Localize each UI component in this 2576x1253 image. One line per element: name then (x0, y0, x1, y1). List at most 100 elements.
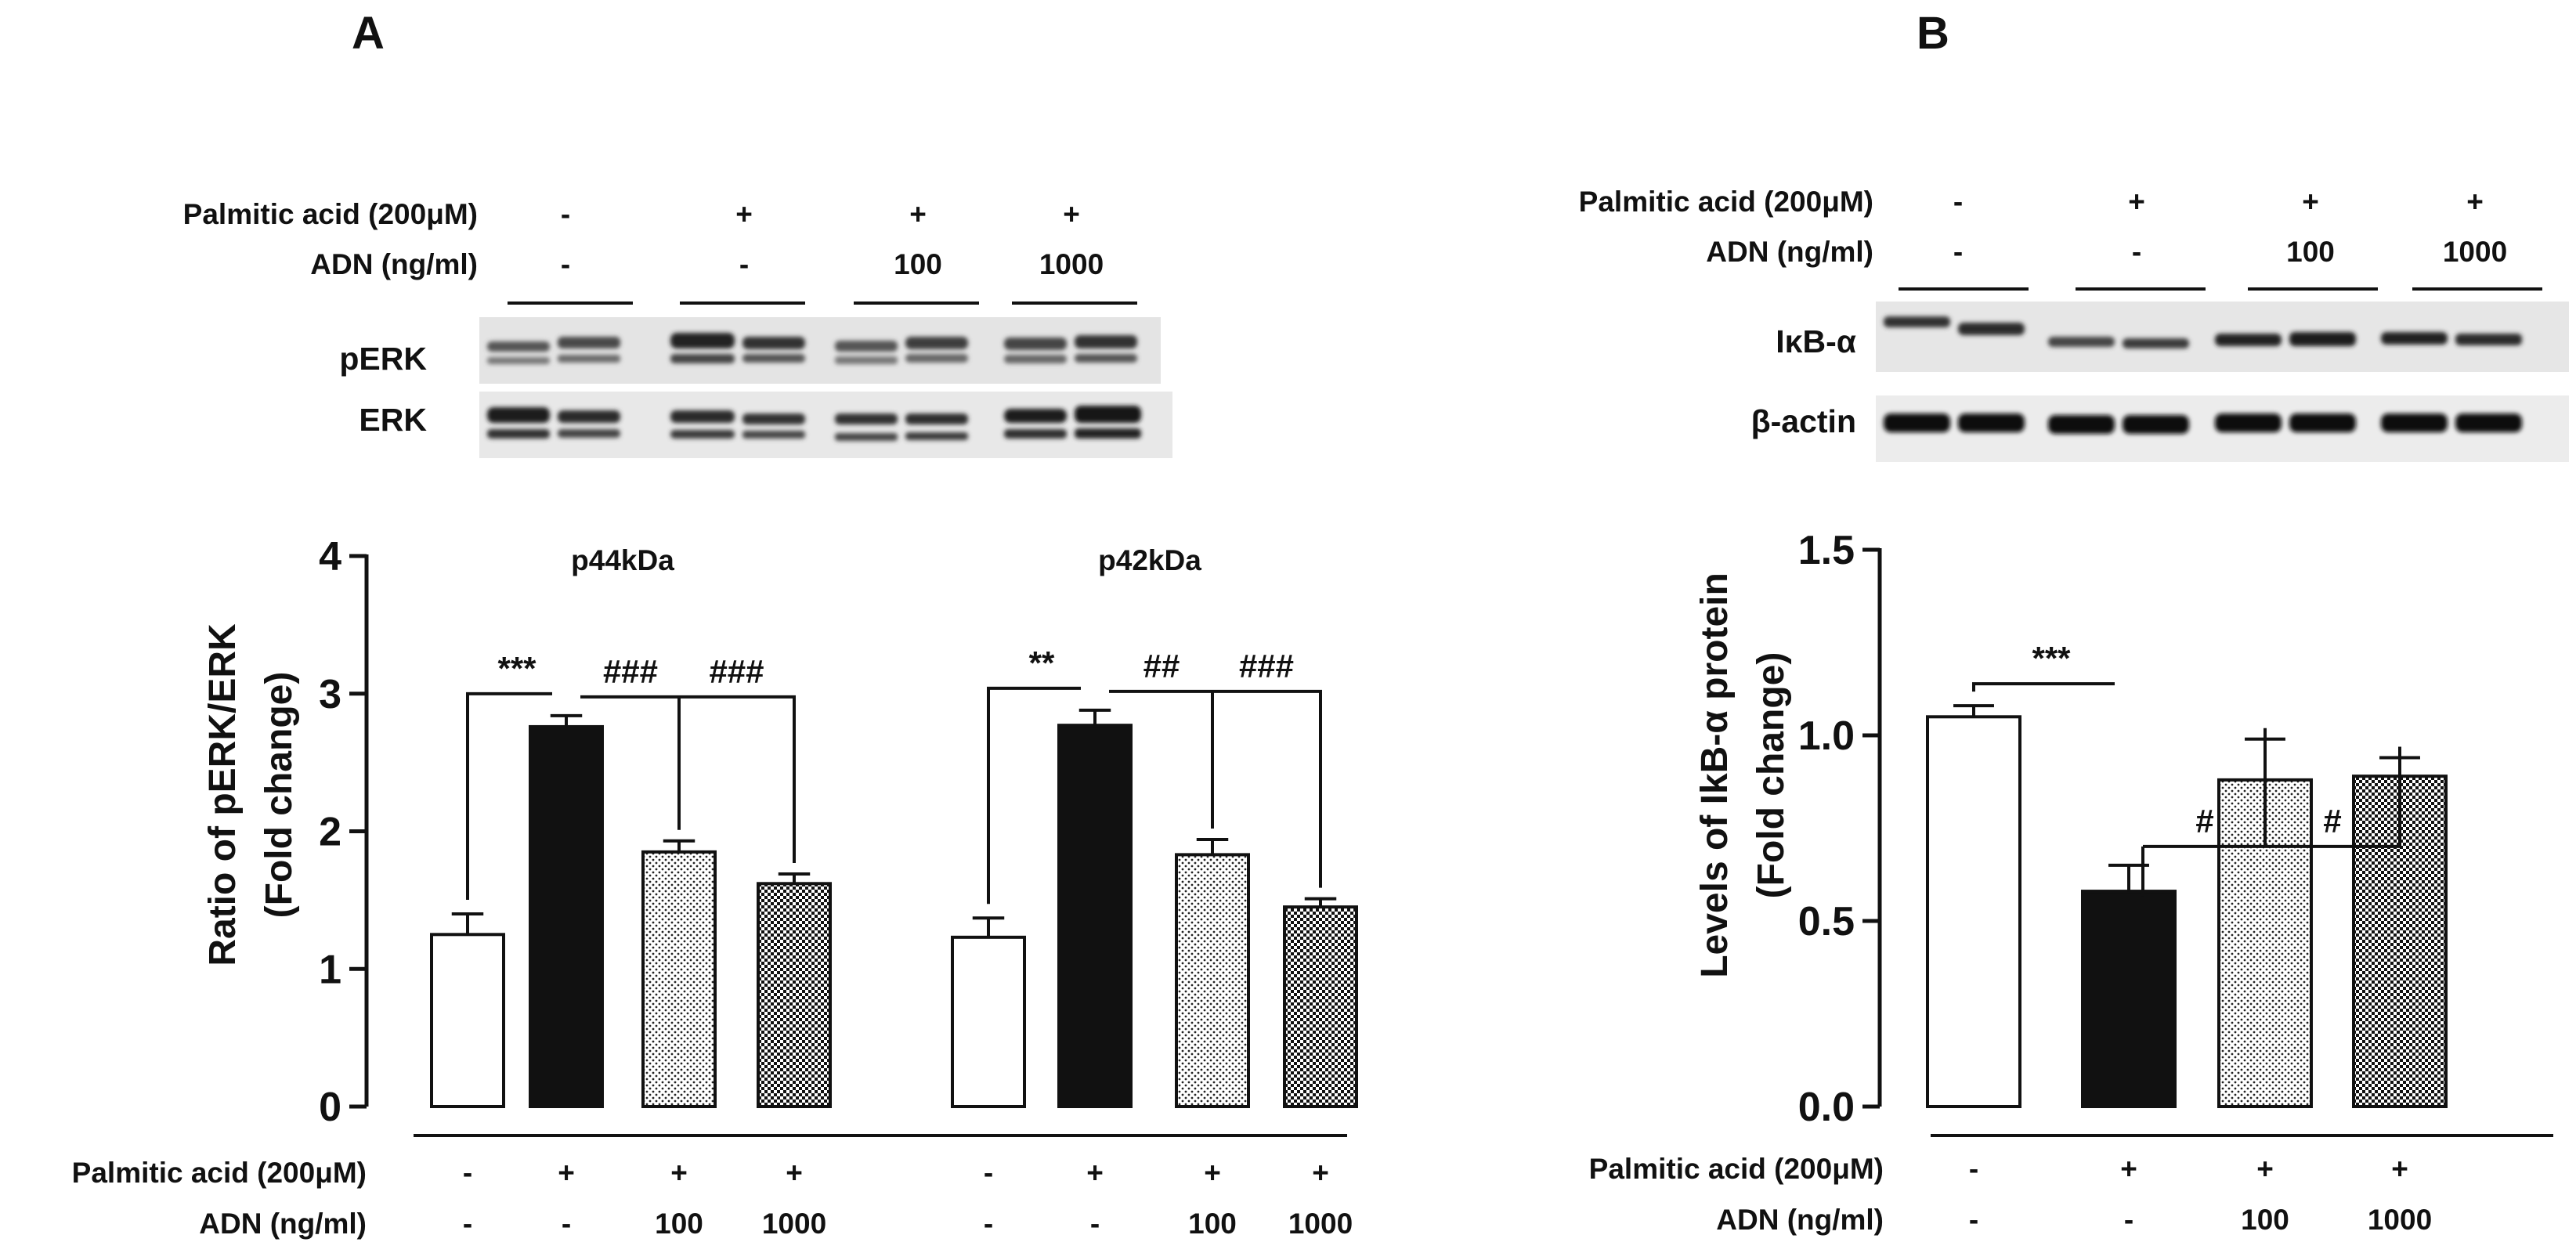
blot-b-bands-actin (1884, 413, 2522, 434)
blot-a-row-adn-val-2: - (739, 248, 749, 280)
chart-a-group-title-1: p44kDa (571, 544, 674, 576)
chart-b: Levels of IkB-α protein (Fold change) 0.… (1694, 528, 2448, 1130)
conditions-a-g1-pa-2: + (558, 1157, 575, 1189)
chart-a-bar (1283, 905, 1358, 1108)
chart-a-sig-label: ### (1239, 648, 1294, 684)
chart-a-sig-label: ## (1143, 648, 1180, 684)
blot-a-bands-erk (487, 406, 1141, 441)
conditions-a-g2-pa-2: + (1086, 1157, 1104, 1189)
conditions-b-pa-4: + (2391, 1153, 2408, 1185)
conditions-a-g2-adn-3: 100 (1188, 1208, 1237, 1240)
chart-a-sig-label: *** (497, 650, 537, 687)
conditions-b-pa-1: - (1969, 1153, 1978, 1185)
conditions-a-pa-label: Palmitic acid (200μM) (72, 1157, 367, 1189)
conditions-a-g1-pa-3: + (670, 1157, 688, 1189)
chart-a-sig-label: ### (603, 653, 658, 690)
chart-a-y-tick-label: 2 (319, 810, 341, 855)
blot-b-row-adn-val-1: - (1953, 236, 1963, 268)
chart-b-sig-bracket (1972, 682, 2115, 692)
blot-b-bands-ikba (1884, 316, 2522, 348)
chart-a-bar (951, 935, 1026, 1109)
conditions-a-g2-adn-4: 1000 (1288, 1208, 1353, 1240)
conditions-a-g2-adn-2: - (1090, 1208, 1100, 1240)
blot-a-row-adn-label: ADN (ng/ml) (310, 248, 478, 280)
chart-a-ylabel-line-2: (Fold change) (258, 672, 300, 919)
blot-a-row-pa-val-1: - (561, 198, 570, 230)
conditions-a-g1-adn-3: 100 (655, 1208, 703, 1240)
conditions-b: Palmitic acid (200μM) ADN (ng/ml) - + + … (1589, 1134, 2553, 1236)
chart-a-y-tick-label: 3 (319, 672, 341, 717)
chart-a-group-title-2: p42kDa (1098, 544, 1201, 576)
panel-letter-a: A (352, 8, 385, 59)
chart-b-ylabel-line-2: (Fold change) (1750, 652, 1792, 899)
chart-a-bar (1057, 724, 1133, 1108)
blot-b-band-label-actin: β-actin (1751, 403, 1856, 439)
panel-letter-b: B (1917, 8, 1949, 59)
chart-b-y-tick-label: 1.5 (1798, 528, 1855, 573)
chart-b-sig-label: # (2323, 803, 2341, 840)
blot-b-row-pa-val-3: + (2302, 186, 2319, 218)
blot-b-band-label-ikba: IκB-α (1776, 323, 1856, 359)
blot-a-row-pa-val-3: + (909, 198, 927, 230)
chart-b-sig-bracket (2143, 746, 2401, 848)
chart-a-ylabel-line-1: Ratio of pERK/ERK (202, 623, 244, 966)
blot-a-row-pa-val-4: + (1063, 198, 1080, 230)
chart-a-y-tick-label: 4 (319, 534, 341, 580)
blot-b-row-adn-label: ADN (ng/ml) (1706, 236, 1873, 268)
blot-a-band-label-erk: ERK (359, 402, 427, 438)
conditions-a-g1-pa-1: - (463, 1157, 472, 1189)
blot-a-membrane-erk (479, 392, 1172, 458)
conditions-a-g1-pa-4: + (786, 1157, 803, 1189)
chart-a-sig-bracket (987, 686, 1081, 905)
blot-b-row-pa-val-1: - (1953, 186, 1963, 218)
chart-a-bar (641, 850, 717, 1109)
chart-a-y-tick-label: 1 (319, 947, 341, 992)
chart-a-sig-bracket (580, 695, 796, 863)
chart-a-y-tick-label: 0 (319, 1085, 341, 1130)
chart-a-sig-bracket (466, 691, 552, 900)
blot-a-row-adn-val-3: 100 (894, 248, 942, 280)
conditions-a-g1-adn-2: - (562, 1208, 571, 1240)
blot-b-row-adn-val-3: 100 (2286, 236, 2335, 268)
conditions-b-adn-3: 100 (2241, 1204, 2289, 1236)
chart-b-sig-label: # (2195, 803, 2213, 840)
blot-a-membrane-perk (479, 317, 1161, 384)
conditions-a-adn-label: ADN (ng/ml) (199, 1208, 367, 1240)
conditions-b-adn-label: ADN (ng/ml) (1716, 1204, 1884, 1236)
conditions-b-adn-2: - (2124, 1204, 2133, 1236)
chart-b-ylabel-line-1: Levels of IkB-α protein (1694, 572, 1736, 978)
conditions-a-g2-pa-3: + (1204, 1157, 1221, 1189)
blot-b-row-adn-val-2: - (2132, 236, 2141, 268)
conditions-b-pa-3: + (2256, 1153, 2274, 1185)
chart-a-bar (1175, 853, 1250, 1108)
blot-b-row-pa-label: Palmitic acid (200μM) (1579, 186, 1873, 218)
blot-a-row-adn-val-1: - (561, 248, 570, 280)
chart-a: Ratio of pERK/ERK (Fold change) p44kDa p… (202, 534, 1358, 1130)
conditions-a-g2-pa-1: - (984, 1157, 993, 1189)
blot-b-row-adn-val-4: 1000 (2443, 236, 2507, 268)
blot-a-bands-perk (487, 333, 1137, 364)
chart-a-sig-label: ### (709, 653, 764, 690)
conditions-a-g2-pa-4: + (1312, 1157, 1329, 1189)
conditions-b-pa-label: Palmitic acid (200μM) (1589, 1153, 1884, 1185)
chart-b-bar (1926, 715, 2021, 1108)
blot-a: Palmitic acid (200μM) - + + + ADN (ng/ml… (183, 198, 1172, 458)
blot-b-row-pa-val-2: + (2128, 186, 2145, 218)
conditions-a-g1-adn-4: 1000 (762, 1208, 826, 1240)
chart-a-bar (430, 933, 505, 1108)
chart-b-bar (2081, 890, 2177, 1108)
chart-b-y-tick-label: 0.0 (1798, 1085, 1855, 1130)
chart-b-y-tick-label: 0.5 (1798, 899, 1855, 944)
conditions-a-g2-adn-1: - (984, 1208, 993, 1240)
chart-a-bar (757, 882, 832, 1109)
blot-b-row-pa-val-4: + (2466, 186, 2484, 218)
conditions-a-g1-adn-1: - (463, 1208, 472, 1240)
blot-b: Palmitic acid (200μM) - + + + ADN (ng/ml… (1579, 186, 2569, 462)
blot-a-row-adn-val-4: 1000 (1039, 248, 1104, 280)
conditions-a: Palmitic acid (200μM) ADN (ng/ml) - + + … (72, 1134, 1353, 1240)
blot-a-row-pa-label: Palmitic acid (200μM) (183, 198, 478, 230)
chart-a-sig-bracket (1109, 689, 1322, 888)
chart-a-sig-label: ** (1029, 645, 1055, 681)
blot-a-row-pa-val-2: + (735, 198, 753, 230)
